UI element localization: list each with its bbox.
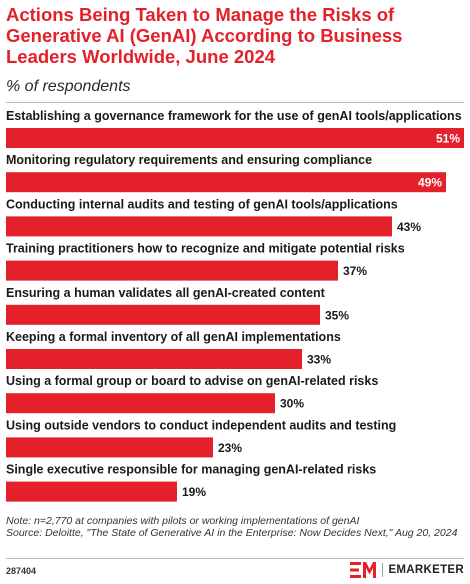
value-label: 37% [343, 264, 367, 278]
bar-row: Ensuring a human validates all genAI-cre… [6, 286, 349, 325]
value-label: 51% [436, 132, 460, 146]
bar [6, 260, 338, 281]
value-label: 49% [418, 176, 442, 190]
category-label: Keeping a formal inventory of all genAI … [6, 330, 341, 344]
bar [6, 393, 275, 414]
bar-row: Training practitioners how to recognize … [6, 242, 405, 281]
bar-chart: Establishing a governance framework for … [6, 109, 464, 502]
bar-row: Using a formal group or board to advise … [6, 374, 378, 414]
category-label: Monitoring regulatory requirements and e… [6, 153, 372, 167]
chart-id: 287404 [6, 566, 37, 576]
bar [6, 349, 302, 369]
bar [6, 304, 320, 325]
source-text: Source: Deloitte, "The State of Generati… [6, 527, 458, 539]
value-label: 19% [182, 485, 206, 499]
bar-row: Keeping a formal inventory of all genAI … [6, 330, 341, 369]
category-label: Using a formal group or board to advise … [6, 374, 378, 388]
note-text: Note: n=2,770 at companies with pilots o… [6, 515, 360, 527]
bar [6, 128, 464, 148]
bar-row: Establishing a governance framework for … [6, 109, 464, 148]
emarketer-logo-icon [350, 562, 377, 578]
category-label: Ensuring a human validates all genAI-cre… [6, 286, 326, 300]
bottom-divider [6, 558, 464, 559]
bar [6, 437, 213, 458]
top-divider [6, 102, 464, 103]
category-label: Training practitioners how to recognize … [6, 242, 405, 256]
category-label: Using outside vendors to conduct indepen… [6, 418, 396, 432]
bar-row: Single executive responsible for managin… [6, 463, 376, 502]
category-label: Conducting internal audits and testing o… [6, 197, 398, 211]
chart-title: Actions Being Taken to Manage the Risks … [6, 4, 403, 67]
value-label: 33% [307, 353, 331, 367]
bar-row: Monitoring regulatory requirements and e… [6, 153, 446, 193]
bar [6, 216, 392, 237]
category-label: Establishing a governance framework for … [6, 109, 462, 123]
brand-separator [382, 563, 384, 577]
bar [6, 481, 177, 502]
bar-row: Conducting internal audits and testing o… [6, 197, 421, 237]
brand-name: EMARKETER [388, 564, 464, 576]
bar [6, 172, 446, 193]
bar-row: Using outside vendors to conduct indepen… [6, 418, 396, 458]
value-label: 23% [218, 441, 242, 455]
chart-subtitle: % of respondents [6, 78, 131, 95]
chart-notes: Note: n=2,770 at companies with pilots o… [6, 515, 461, 539]
category-label: Single executive responsible for managin… [6, 463, 376, 477]
value-label: 35% [325, 308, 349, 322]
brand-lockup: EMARKETER [350, 561, 464, 579]
value-label: 43% [397, 220, 421, 234]
value-label: 30% [280, 397, 304, 411]
